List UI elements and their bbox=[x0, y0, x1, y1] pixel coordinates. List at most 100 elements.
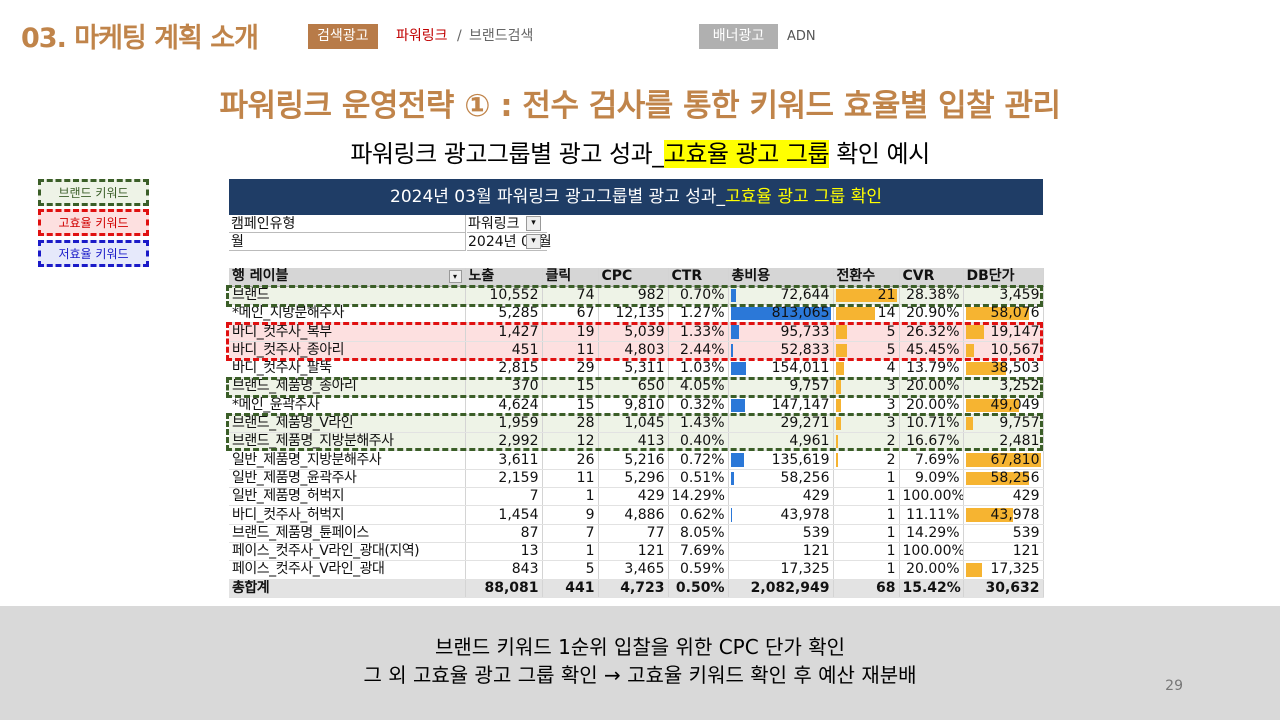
cell-clicks-text: 9 bbox=[585, 506, 595, 523]
filter-dropdown-icon[interactable]: ▾ bbox=[526, 216, 541, 231]
cell-conversions-text: 1 bbox=[886, 543, 896, 560]
cell-cpc-text: 9,810 bbox=[624, 396, 665, 413]
cell-cpc-text: 3,465 bbox=[624, 561, 665, 578]
cell-clicks-text: 1 bbox=[585, 488, 595, 505]
cell-cpc-text: 12,135 bbox=[615, 305, 665, 322]
cell-cvr: 20.00% bbox=[899, 560, 964, 580]
table-row[interactable]: 일반_제품명_허벅지 7 1 429 14.29% 429 1 100.00% 429 bbox=[229, 487, 1044, 507]
table-row[interactable]: *메인_지방분해주사 5,285 67 12,135 1.27% 813,065 14 20.… bbox=[229, 304, 1044, 324]
cell-db-cost-text: 429 bbox=[1012, 488, 1040, 505]
cell-impressions-text: 5,285 bbox=[498, 305, 539, 322]
filter-dropdown-icon[interactable]: ▾ bbox=[526, 234, 541, 249]
row-label: *메인_윤곽주사 bbox=[229, 396, 466, 415]
table-row[interactable]: 바디_컷주사_종아리 451 11 4,803 2.44% 52,833 5 45.45% 10… bbox=[229, 341, 1044, 360]
cell-total-cost: 72,644 bbox=[728, 286, 834, 306]
table-row[interactable]: 바디_컷주사_복부 1,427 19 5,039 1.33% 95,733 5 26.32% 1… bbox=[229, 322, 1044, 342]
filter-key: 캠페인유형 bbox=[229, 215, 466, 233]
col-header-conversions[interactable]: 전환수 bbox=[833, 268, 900, 287]
cell-clicks-text: 67 bbox=[576, 305, 595, 322]
table-row[interactable]: 일반_제품명_지방분해주사 3,611 26 5,216 0.72% 135,619 2 7.… bbox=[229, 450, 1044, 470]
table-row[interactable]: 브랜드_제품명_종아리 370 15 650 4.05% 9,757 3 20.00% 3,25… bbox=[229, 377, 1044, 397]
subhead-before: 파워링크 광고그룹별 광고 성과_ bbox=[350, 140, 664, 168]
cell-ctr-text: 7.69% bbox=[680, 543, 725, 560]
cell-ctr: 2.44% bbox=[668, 341, 729, 360]
cell-impressions: 5,285 bbox=[465, 304, 543, 324]
subhead-after: 확인 예시 bbox=[829, 140, 930, 168]
table-row[interactable]: 브랜드_제품명_V라인 1,959 28 1,045 1.43% 29,271 3 10.71… bbox=[229, 414, 1044, 434]
col-header-cvr[interactable]: CVR bbox=[899, 268, 964, 287]
cell-total-cost-text: 135,619 bbox=[771, 451, 830, 468]
nav-banner-ads[interactable]: 배너광고 bbox=[699, 24, 778, 49]
total-db-cost-text: 30,632 bbox=[985, 579, 1040, 596]
table-row[interactable]: *메인_윤곽주사 4,624 15 9,810 0.32% 147,147 3 20.00% 4… bbox=[229, 396, 1044, 415]
cell-clicks-text: 5 bbox=[585, 561, 595, 578]
table-row[interactable]: 브랜드 10,552 74 982 0.70% 72,644 21 28.38% 3,459 bbox=[229, 286, 1044, 306]
row-label-text: 페이스_컷주사_V라인_광대(지역) bbox=[232, 543, 420, 560]
col-header-cpc[interactable]: CPC bbox=[598, 268, 669, 287]
nav-search-ads[interactable]: 검색광고 bbox=[308, 24, 378, 49]
cell-total-cost-text: 154,011 bbox=[771, 360, 830, 377]
cell-ctr: 1.03% bbox=[668, 359, 729, 379]
cell-cpc-text: 650 bbox=[637, 378, 665, 395]
col-header-impressions[interactable]: 노출 bbox=[465, 268, 543, 287]
col-header-clicks[interactable]: 클릭 bbox=[542, 268, 599, 287]
table-row[interactable]: 브랜드_제품명_지방분해주사 2,992 12 413 0.40% 4,961 2 16.67… bbox=[229, 432, 1044, 452]
cost-data-bar bbox=[730, 398, 746, 412]
cell-cvr-text: 20.00% bbox=[906, 378, 960, 395]
cell-total-cost-text: 429 bbox=[802, 488, 830, 505]
cell-conversions: 21 bbox=[833, 286, 900, 306]
total-conversions: 68 bbox=[833, 578, 900, 598]
cell-total-cost: 95,733 bbox=[728, 322, 834, 342]
col-header-label-text: 행 레이블 bbox=[232, 268, 289, 285]
table-row[interactable]: 바디_컷주사_허벅지 1,454 9 4,886 0.62% 43,978 1 11.11% 4… bbox=[229, 505, 1044, 525]
cell-ctr-text: 0.70% bbox=[680, 286, 725, 303]
row-label-text: 바디_컷주사_종아리 bbox=[232, 341, 345, 358]
col-header-ctr[interactable]: CTR bbox=[668, 268, 729, 287]
table-row[interactable]: 페이스_컷주사_V라인_광대 843 5 3,465 0.59% 17,325 1 20.00… bbox=[229, 560, 1044, 580]
cell-conversions: 1 bbox=[833, 560, 900, 580]
cell-cvr-text: 100.00% bbox=[902, 543, 963, 560]
nav-adn[interactable]: ADN bbox=[787, 29, 816, 44]
cell-total-cost: 135,619 bbox=[728, 450, 834, 470]
cell-conversions-text: 3 bbox=[886, 378, 896, 395]
cell-db-cost: 2,481 bbox=[963, 432, 1044, 452]
cell-impressions-text: 4,624 bbox=[498, 396, 539, 413]
nav-brand-search[interactable]: 브랜드검색 bbox=[469, 28, 534, 44]
cell-ctr: 0.32% bbox=[668, 396, 729, 415]
cell-total-cost: 154,011 bbox=[728, 359, 834, 379]
total-db-cost: 30,632 bbox=[963, 578, 1044, 598]
sort-filter-icon[interactable]: ▾ bbox=[448, 270, 462, 284]
cell-cpc: 121 bbox=[598, 542, 669, 562]
cell-cpc-text: 413 bbox=[637, 433, 665, 450]
total-cost: 2,082,949 bbox=[728, 578, 834, 598]
total-impressions-text: 88,081 bbox=[484, 579, 539, 596]
nav-powerlink[interactable]: 파워링크 bbox=[396, 28, 448, 44]
table-title-highlight: 고효율 광고 그룹 확인 bbox=[725, 187, 882, 207]
col-header-total-cost[interactable]: 총비용 bbox=[728, 268, 834, 287]
row-label-text: 브랜드_제품명_지방분해주사 bbox=[232, 433, 394, 450]
cell-conversions-text: 1 bbox=[886, 488, 896, 505]
col-header-db-cost[interactable]: DB단가 bbox=[963, 268, 1044, 287]
table-row[interactable]: 바디_컷주사_팔뚝 2,815 29 5,311 1.03% 154,011 4 13.79%… bbox=[229, 359, 1044, 379]
conversions-data-bar bbox=[835, 435, 838, 449]
cost-data-bar bbox=[730, 307, 831, 321]
row-label: 브랜드_제품명_종아리 bbox=[229, 377, 466, 397]
cell-ctr: 7.69% bbox=[668, 542, 729, 562]
cell-total-cost: 58,256 bbox=[728, 469, 834, 489]
cell-conversions: 1 bbox=[833, 505, 900, 525]
table-row[interactable]: 일반_제품명_윤곽주사 2,159 11 5,296 0.51% 58,256 1 9.09%… bbox=[229, 469, 1044, 489]
table-row[interactable]: 브랜드_제품명_튠페이스 87 7 77 8.05% 539 1 14.29% 539 bbox=[229, 524, 1044, 543]
cell-db-cost: 3,459 bbox=[963, 286, 1044, 306]
cell-total-cost: 539 bbox=[728, 524, 834, 543]
col-header-label[interactable]: 행 레이블 ▾ bbox=[229, 268, 466, 287]
table-row[interactable]: 페이스_컷주사_V라인_광대(지역) 13 1 121 7.69% 121 1 100.00%… bbox=[229, 542, 1044, 562]
cell-db-cost: 67,810 bbox=[963, 450, 1044, 470]
conversions-data-bar bbox=[835, 343, 847, 357]
cell-db-cost: 429 bbox=[963, 487, 1044, 507]
total-cvr-text: 15.42% bbox=[902, 579, 961, 596]
cell-clicks: 74 bbox=[542, 286, 599, 306]
cell-total-cost-text: 4,961 bbox=[789, 433, 830, 450]
cell-cpc-text: 1,045 bbox=[624, 415, 665, 432]
ad-group-performance-table: 행 레이블 ▾ 노출 클릭 CPC CTR 총비용 전환수 CVR DB단가 브랜… bbox=[229, 268, 1044, 598]
row-label-text: 페이스_컷주사_V라인_광대 bbox=[232, 561, 385, 578]
